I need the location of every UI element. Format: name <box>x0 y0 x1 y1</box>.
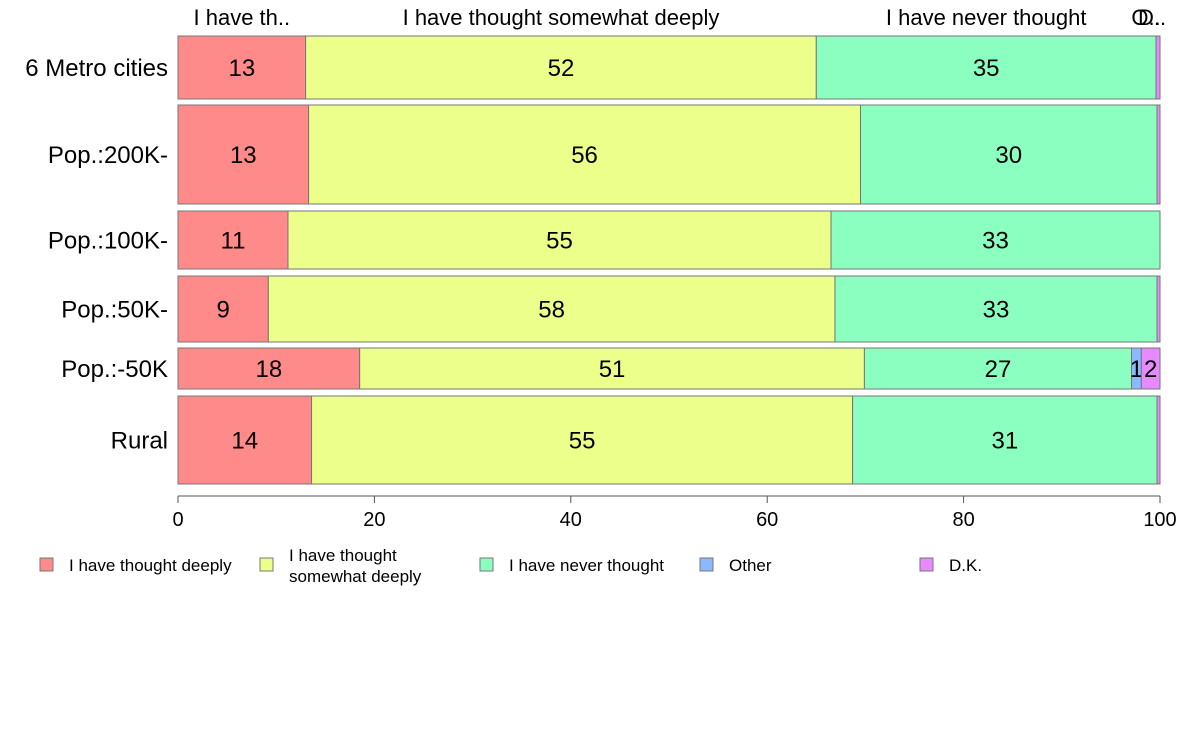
top-category-label: I have thought somewhat deeply <box>403 5 720 30</box>
data-label: 9 <box>216 297 229 324</box>
data-label: 55 <box>569 428 596 455</box>
bar-row: 13 52 35 <box>177 35 1161 100</box>
bar-segment <box>859 104 1158 205</box>
bar-row: 18 51 27 1 2 <box>177 347 1161 390</box>
row-label: Pop.:-50K <box>61 356 168 383</box>
legend-item: I have never thought <box>479 556 664 575</box>
bar-segment <box>177 35 307 100</box>
bar-segment <box>830 210 1161 270</box>
data-label: 30 <box>995 142 1022 169</box>
data-label: 55 <box>546 228 573 255</box>
row-labels: 6 Metro cities Pop.:200K- Pop.:100K- Pop.:5… <box>25 55 168 455</box>
data-label: 13 <box>228 55 255 82</box>
row-label: Rural <box>111 428 168 455</box>
bar-segment <box>177 275 269 343</box>
x-tick-label: 20 <box>363 509 385 531</box>
x-tick-label: 80 <box>952 509 974 531</box>
bar-segment <box>1156 104 1161 205</box>
bar-segment <box>311 395 854 485</box>
top-category-label: D.. <box>1138 5 1166 30</box>
top-category-label: O.. <box>1131 5 1160 30</box>
data-label: 14 <box>231 428 258 455</box>
bar-segment <box>177 395 313 485</box>
data-label: 13 <box>230 142 257 169</box>
data-label: 33 <box>982 228 1009 255</box>
data-label: 11 <box>221 228 246 255</box>
bar-segment <box>287 210 832 270</box>
bar-segment <box>1156 395 1161 485</box>
data-label: 51 <box>599 356 626 383</box>
x-tick-label: 60 <box>756 509 778 531</box>
row-label: Pop.:200K- <box>48 142 168 169</box>
data-label: 1 <box>1130 356 1143 383</box>
bar-segment <box>308 104 861 205</box>
legend-swatch <box>699 557 714 572</box>
bar-segment <box>267 275 836 343</box>
x-tick-label: 40 <box>560 509 582 531</box>
legend-label: somewhat deeply <box>289 567 422 586</box>
bar-row: 11 55 33 <box>177 210 1161 270</box>
bar-segment <box>863 347 1133 390</box>
data-label: 33 <box>983 297 1010 324</box>
legend-label: I have never thought <box>509 556 664 575</box>
legend-label: D.K. <box>949 556 982 575</box>
data-label: 56 <box>571 142 598 169</box>
bar-row: 13 56 30 <box>177 104 1161 205</box>
bar-segment <box>852 395 1158 485</box>
row-label: Pop.:50K- <box>61 297 168 324</box>
bar-row: 9 58 33 <box>177 275 1161 343</box>
bar-rows: 13 52 35 13 56 30 11 55 33 9 58 33 18 51 27 1 2 14 55 31 <box>177 35 1161 485</box>
bar-segment <box>177 104 310 205</box>
legend-label: I have thought deeply <box>69 556 232 575</box>
legend-item: I have thought somewhat deeply <box>259 546 422 586</box>
legend-label: I have thought <box>289 546 397 565</box>
data-label: 52 <box>548 55 575 82</box>
x-axis: 0 20 40 60 80 100 <box>172 495 1177 531</box>
legend-item: I have thought deeply <box>39 556 232 575</box>
legend-item: Other <box>699 556 772 575</box>
bar-segment <box>815 35 1157 100</box>
x-tick-label: 100 <box>1143 509 1176 531</box>
data-label: 31 <box>991 428 1018 455</box>
bar-segment <box>1155 35 1161 100</box>
top-category-label: I have th.. <box>194 5 291 30</box>
row-label: Pop.:100K- <box>48 228 168 255</box>
bar-segment <box>1156 275 1161 343</box>
legend-swatch <box>259 557 274 572</box>
legend-label: Other <box>729 556 772 575</box>
bar-segment <box>305 35 817 100</box>
legend-swatch <box>39 557 54 572</box>
bar-segment <box>177 347 361 390</box>
legend: I have thought deeply I have thought somew… <box>39 546 982 586</box>
legend-swatch <box>919 557 934 572</box>
bar-segment <box>359 347 865 390</box>
row-label: 6 Metro cities <box>25 55 168 82</box>
x-tick-label: 0 <box>172 509 183 531</box>
legend-item: D.K. <box>919 556 982 575</box>
bar-segment <box>177 210 289 270</box>
top-category-labels: I have th.. I have thought somewhat deepl… <box>194 5 1167 30</box>
bar-segment <box>1140 347 1161 390</box>
data-label: 35 <box>973 55 1000 82</box>
data-label: 18 <box>255 356 282 383</box>
top-category-label: I have never thought <box>886 5 1087 30</box>
legend-swatch <box>479 557 494 572</box>
data-label: 2 <box>1144 356 1157 383</box>
bar-row: 14 55 31 <box>177 395 1161 485</box>
data-label: 58 <box>538 297 565 324</box>
bar-segment <box>834 275 1158 343</box>
data-label: 27 <box>985 356 1012 383</box>
